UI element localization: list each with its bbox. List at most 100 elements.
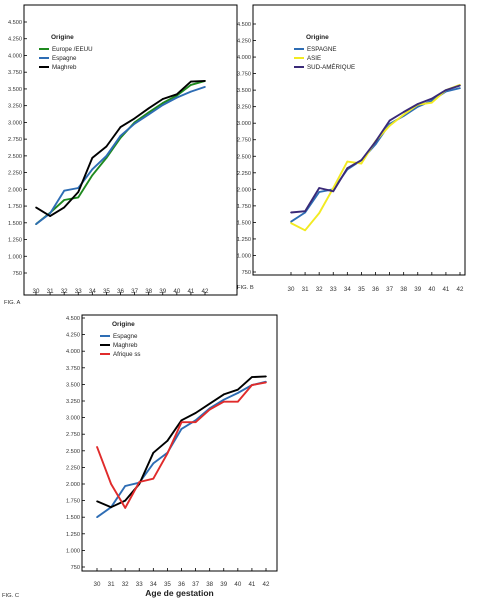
x-tick-label: 38	[206, 581, 213, 588]
data-point-espagne	[222, 398, 225, 401]
legend-entry: Europe /EEUU	[52, 46, 93, 53]
data-point-asie	[318, 212, 320, 214]
y-tick-label: 2.000	[237, 187, 251, 193]
y-tick-label: 1.000	[237, 253, 251, 259]
x-axis-label: Age de gestation	[145, 588, 213, 598]
data-point-sud-am-rique	[290, 211, 292, 214]
y-tick-label: 3.000	[237, 121, 251, 127]
data-point-espagne	[180, 428, 183, 430]
x-tick-label: 34	[89, 288, 96, 295]
data-point-maghreb	[251, 376, 253, 378]
data-point-maghreb	[194, 412, 197, 414]
data-point-espagne	[161, 104, 164, 106]
data-point-sud-am-rique	[318, 187, 320, 189]
data-point-espagne	[176, 96, 178, 99]
y-tick-label: 4.250	[66, 333, 80, 339]
x-tick-label: 31	[108, 581, 115, 588]
x-tick-label: 33	[136, 581, 143, 588]
x-tick-label: 30	[33, 288, 40, 295]
data-point-afrique-ss	[110, 483, 112, 485]
data-point-maghreb	[110, 506, 112, 509]
data-point-maghreb	[176, 93, 178, 96]
data-point-europe-eeuu	[147, 111, 150, 114]
y-tick-label: 2.000	[8, 187, 22, 193]
x-tick-label: 32	[61, 288, 68, 295]
data-point-afrique-ss	[251, 384, 253, 386]
data-point-maghreb	[161, 98, 164, 100]
data-point-espagne	[35, 223, 37, 225]
y-tick-label: 3.250	[8, 104, 22, 110]
y-tick-label: 4.500	[8, 20, 22, 26]
y-tick-label: 1.500	[237, 220, 251, 226]
y-tick-label: 4.500	[66, 316, 80, 322]
legend-entry: ASIE	[307, 55, 321, 62]
data-point-sud-am-rique	[346, 167, 349, 169]
data-point-espagne	[133, 122, 136, 125]
data-point-espagne	[204, 86, 206, 88]
x-tick-label: 40	[173, 288, 180, 295]
data-point-sud-am-rique	[445, 89, 447, 91]
x-tick-label: 42	[202, 288, 209, 295]
x-tick-label: 35	[103, 288, 110, 295]
x-tick-label: 36	[178, 581, 185, 588]
y-tick-label: 2.500	[8, 154, 22, 160]
x-tick-label: 38	[400, 286, 407, 293]
data-point-maghreb	[91, 157, 94, 159]
figure-label: FIG. A	[4, 300, 21, 306]
data-point-sud-am-rique	[332, 190, 335, 193]
x-tick-label: 39	[220, 581, 227, 588]
y-tick-label: 3.500	[8, 87, 22, 93]
y-tick-label: 1.750	[237, 204, 251, 210]
y-tick-label: 3.500	[237, 88, 251, 94]
data-point-espagne	[318, 191, 320, 193]
legend-entry: ESPAGNE	[307, 46, 336, 53]
y-tick-label: 2.250	[237, 171, 251, 177]
data-point-espagne	[124, 485, 126, 487]
data-point-afrique-ss	[237, 400, 239, 403]
data-point-maghreb	[147, 107, 150, 110]
data-point-sud-am-rique	[360, 159, 363, 162]
data-point-asie	[304, 229, 306, 232]
y-tick-label: 3.750	[8, 70, 22, 76]
x-tick-label: 33	[75, 288, 82, 295]
data-point-maghreb	[222, 393, 225, 396]
legend-entry: Maghreb	[113, 342, 138, 349]
x-tick-label: 42	[263, 581, 270, 588]
y-tick-label: 1.500	[66, 515, 80, 521]
x-tick-label: 31	[47, 288, 54, 295]
x-tick-label: 41	[248, 581, 255, 588]
figure-label: FIG. C	[2, 593, 19, 599]
data-point-europe-eeuu	[63, 199, 65, 201]
x-tick-label: 32	[316, 286, 323, 293]
x-tick-label: 38	[145, 288, 152, 295]
data-point-europe-eeuu	[161, 102, 164, 104]
data-point-europe-eeuu	[77, 196, 80, 199]
data-point-afrique-ss	[124, 507, 126, 509]
axis-frame	[81, 314, 278, 572]
y-tick-label: 4.000	[237, 55, 251, 61]
data-point-sud-am-rique	[459, 84, 461, 87]
x-tick-label: 37	[386, 286, 393, 293]
data-point-maghreb	[208, 402, 211, 405]
data-point-espagne	[119, 134, 122, 137]
data-point-maghreb	[237, 388, 239, 391]
data-point-maghreb	[119, 126, 122, 128]
data-point-sud-am-rique	[402, 111, 405, 113]
data-point-sud-am-rique	[304, 210, 306, 212]
chart-panel-0: 750 1.000 1.250 1.500 1.750 2.000 2.250 2.500 2.…	[4, 4, 238, 306]
y-tick-label: 2.250	[66, 465, 80, 471]
y-tick-label: 750	[13, 271, 22, 277]
x-tick-label: 36	[117, 288, 124, 295]
x-tick-label: 31	[302, 286, 309, 293]
x-tick-label: 41	[187, 288, 194, 295]
x-tick-label: 35	[358, 286, 365, 293]
y-tick-label: 2.250	[8, 171, 22, 177]
y-tick-label: 2.750	[8, 137, 22, 143]
data-point-asie	[388, 125, 391, 127]
data-point-maghreb	[49, 215, 51, 217]
data-point-europe-eeuu	[91, 174, 94, 177]
y-tick-label: 1.750	[66, 499, 80, 505]
data-point-europe-eeuu	[190, 84, 192, 86]
legend-title: Origine	[112, 321, 135, 328]
data-point-espagne	[290, 220, 292, 223]
